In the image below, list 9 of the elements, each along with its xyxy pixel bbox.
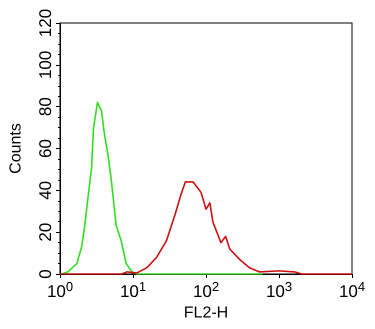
y-tick-label: 120 — [36, 8, 55, 38]
y-tick-label: 40 — [36, 180, 55, 200]
y-tick-label: 60 — [36, 139, 55, 158]
y-axis-title: Counts — [8, 123, 24, 174]
x-axis-title: FL2-H — [184, 304, 228, 322]
y-tick-label: 100 — [36, 50, 55, 80]
y-tick-label: 80 — [36, 97, 55, 116]
y-tick-label: 20 — [36, 222, 55, 242]
y-tick-label: 0 — [36, 269, 55, 279]
